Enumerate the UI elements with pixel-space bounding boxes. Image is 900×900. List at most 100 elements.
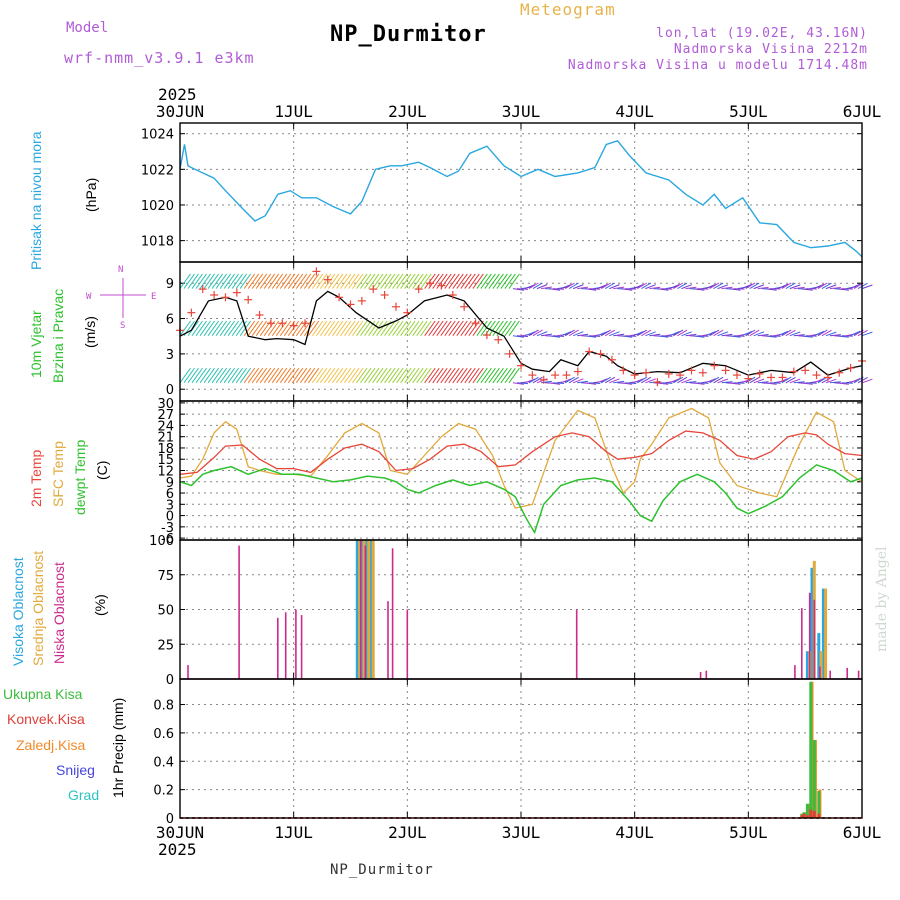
wind-barb (492, 273, 504, 289)
ytick-label: 0 (166, 510, 174, 525)
ytick-label: 1022 (141, 163, 174, 178)
wind-barb (404, 320, 416, 336)
elevation-label: Nadmorska Visina 2212m (673, 42, 868, 57)
wind-barb (376, 273, 388, 289)
wind-barb (211, 320, 224, 336)
wind-barb (504, 273, 516, 289)
wind-barb (577, 333, 589, 337)
total-precip-label: Ukupna Kisa (3, 686, 83, 702)
wind-barb (749, 282, 760, 290)
wind-barb (436, 320, 448, 336)
wind-barb (721, 333, 733, 337)
wind-barb (472, 367, 484, 384)
wind-barb (352, 367, 364, 384)
wind-barb (500, 273, 512, 289)
wind-barb (231, 320, 244, 336)
wind-barb (356, 320, 368, 336)
wind-barb (765, 288, 777, 291)
wind-barb (396, 273, 408, 289)
precip-bar (817, 791, 821, 818)
cloud-bar (705, 670, 708, 679)
wind-barb (239, 273, 252, 289)
wind-barb (637, 329, 648, 337)
wind-barb (432, 273, 444, 289)
wind-barb (645, 284, 656, 290)
wind-barb (195, 320, 207, 336)
wind-barb (251, 320, 264, 336)
cloud-bar (364, 540, 368, 679)
ytick-label: 3 (166, 498, 174, 513)
wind-barb (600, 376, 611, 384)
wind-barb (488, 320, 500, 336)
wind-barb (243, 320, 256, 336)
wind-barb (849, 283, 861, 290)
wind-barb (677, 329, 688, 337)
wind-barb (729, 288, 741, 291)
wind-barb (496, 273, 508, 289)
cloud-bar (810, 567, 814, 679)
wind-barb (223, 367, 236, 384)
cloud-bar (367, 540, 371, 679)
wind-barb (693, 335, 705, 338)
wind-barb (729, 335, 741, 338)
wind-barb (717, 331, 729, 337)
wind-barb (560, 284, 572, 290)
wind-barb (633, 378, 644, 384)
wind-barb (613, 380, 625, 384)
cloud-bar (277, 617, 279, 679)
wind-barb (484, 273, 496, 289)
model-elevation-label: Nadmorska Visina u modelu 1714.48m (567, 58, 868, 73)
wind-barb (657, 382, 669, 385)
precip-bar (812, 740, 816, 818)
wind-label-1: 10m Vjetar (28, 310, 44, 378)
meteogram-label: Meteogram (520, 0, 616, 19)
wind-barb (388, 367, 400, 384)
wind-barb (512, 335, 524, 338)
wind-barb (733, 335, 745, 337)
wind-barb (352, 273, 364, 289)
wind-barb (207, 320, 220, 336)
wind-barb (697, 382, 709, 384)
wind-direction-W: W (86, 292, 92, 302)
dewpt-temp-label: dewpt Temp (72, 439, 88, 515)
wind-barb (207, 367, 220, 384)
wind-barb (741, 283, 752, 290)
wind-barb (604, 282, 616, 290)
xtick-label-bottom: 30JUN (156, 823, 204, 842)
wind-barb (199, 273, 211, 289)
panel-precip-bg (180, 679, 862, 818)
wind-barb (532, 282, 543, 290)
wind-barb (609, 331, 620, 337)
wind-barb (380, 273, 392, 289)
wind-barb (516, 335, 529, 337)
wind-barb (645, 378, 656, 384)
wind-barb (400, 320, 412, 336)
frozen-precip-label: Zaledj.Kisa (16, 737, 86, 753)
model-label: Model (66, 20, 109, 36)
wind-barb (657, 335, 669, 338)
wind-barb (352, 320, 364, 336)
wind-barb (323, 367, 336, 384)
model-name: wrf-nmm_v3.9.1 e3km (64, 49, 255, 67)
wind-speed-line (179, 290, 863, 376)
wind-barb (769, 382, 781, 384)
wind-barb (793, 286, 805, 290)
wind-barb (693, 382, 705, 385)
cloud-bar (387, 601, 389, 679)
wind-barb (215, 320, 228, 336)
wind-barb (669, 331, 680, 337)
xtick-label-bottom: 5JUL (729, 823, 768, 842)
wind-barb (271, 273, 284, 289)
ytick-label: 25 (157, 638, 174, 653)
cloud-bar (575, 609, 578, 679)
wind-barb (440, 367, 452, 384)
wind-barb (364, 367, 376, 384)
wind-barb (625, 335, 637, 337)
wind-barb (604, 376, 616, 384)
wind-barb (825, 331, 837, 337)
wind-barb (456, 320, 468, 336)
wind-barb (753, 378, 765, 384)
wind-barb (456, 273, 468, 289)
wind-barb (669, 283, 680, 290)
wind-barb (259, 367, 272, 384)
